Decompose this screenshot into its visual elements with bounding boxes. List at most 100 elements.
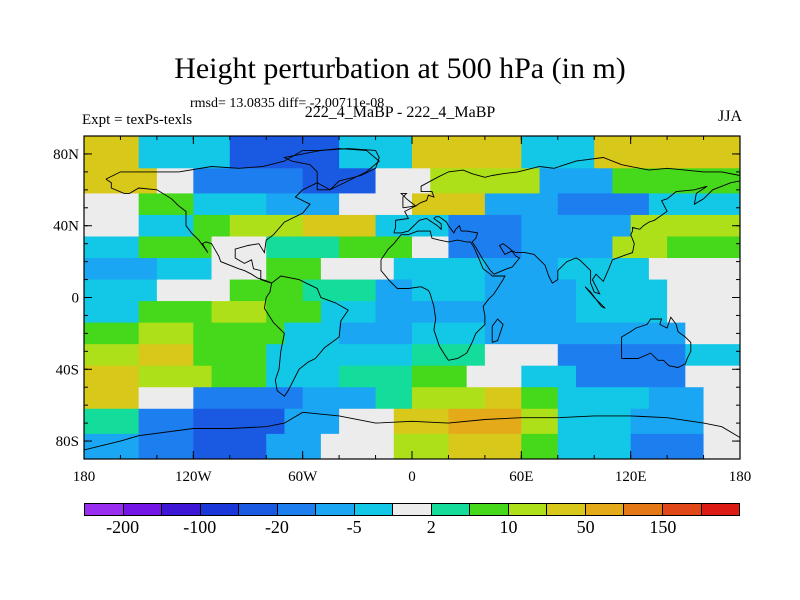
colorbar-swatch bbox=[662, 503, 702, 516]
field-cell bbox=[156, 258, 213, 281]
field-cell bbox=[156, 168, 194, 194]
field-cell bbox=[156, 279, 231, 302]
field-cell bbox=[521, 387, 559, 410]
colorbar-swatch bbox=[508, 503, 548, 516]
y-tick-label: 0 bbox=[72, 291, 80, 307]
y-tick-label: 40S bbox=[56, 362, 79, 378]
field-cell bbox=[448, 236, 522, 259]
field-cell bbox=[557, 387, 650, 410]
field-cell bbox=[375, 168, 431, 194]
field-cell bbox=[557, 258, 650, 281]
field-cell bbox=[612, 236, 668, 259]
colorbar-swatch bbox=[162, 503, 201, 516]
field-cell bbox=[84, 214, 140, 237]
field-cell bbox=[193, 214, 231, 237]
field-cell bbox=[138, 322, 194, 345]
colorbar-swatch bbox=[239, 503, 278, 516]
field-cell bbox=[84, 136, 140, 169]
colorbar-label: -100 bbox=[183, 517, 217, 537]
field-cell bbox=[466, 365, 522, 388]
field-cell bbox=[466, 301, 577, 324]
field-cell bbox=[266, 236, 340, 259]
field-cell bbox=[84, 279, 158, 302]
field-cell bbox=[594, 136, 740, 169]
x-tick-label: 0 bbox=[408, 469, 416, 485]
field-cell bbox=[266, 344, 340, 367]
field-cell bbox=[284, 408, 340, 435]
field-cell bbox=[211, 301, 267, 324]
x-tick-label: 120W bbox=[175, 469, 213, 485]
field-cell bbox=[138, 433, 194, 459]
colorbar-label: 150 bbox=[649, 517, 677, 537]
field-cell bbox=[302, 214, 377, 237]
field-cell bbox=[576, 279, 668, 302]
coastline bbox=[84, 411, 740, 459]
field-cell bbox=[412, 387, 486, 410]
colorbar-label: -5 bbox=[346, 517, 362, 537]
colorbar-label: 50 bbox=[576, 517, 595, 537]
field-cell bbox=[521, 408, 559, 435]
field-cell bbox=[484, 387, 522, 410]
field-cell bbox=[266, 258, 322, 281]
colorbar-swatch bbox=[200, 503, 240, 516]
coastlines bbox=[84, 148, 740, 459]
field-cell bbox=[412, 136, 522, 169]
field-cell bbox=[84, 365, 140, 388]
field-cell bbox=[302, 387, 377, 410]
colorbar-label: 10 bbox=[499, 517, 518, 537]
field-cell bbox=[375, 387, 413, 410]
field-cell bbox=[393, 433, 449, 459]
field-cell bbox=[84, 301, 140, 324]
field-cell bbox=[412, 365, 468, 388]
colorbar-swatch bbox=[701, 503, 741, 516]
field-cell bbox=[576, 365, 686, 388]
field-cell bbox=[393, 258, 486, 281]
field-cell bbox=[484, 258, 559, 281]
field-cell bbox=[138, 344, 194, 367]
field-cell bbox=[211, 236, 267, 259]
field-cell bbox=[138, 365, 213, 388]
colorbar-swatch bbox=[354, 503, 394, 516]
field-cell bbox=[448, 433, 522, 459]
x-tick-label: 60E bbox=[509, 469, 533, 485]
field-cell bbox=[412, 279, 486, 302]
field-cell bbox=[412, 322, 486, 345]
coastline bbox=[380, 230, 506, 361]
field-cell bbox=[375, 301, 468, 324]
field-cell bbox=[193, 408, 285, 435]
field-cell bbox=[375, 279, 413, 302]
colorbar-label: -200 bbox=[106, 517, 140, 537]
field-cell bbox=[703, 433, 740, 459]
field-cell bbox=[630, 214, 740, 237]
field-cell bbox=[138, 408, 194, 435]
field-cell bbox=[648, 387, 705, 410]
field-cell bbox=[266, 433, 322, 459]
coastline bbox=[283, 148, 380, 191]
field-cell bbox=[193, 168, 304, 194]
y-tick-label: 80S bbox=[56, 434, 79, 450]
field-cell bbox=[430, 168, 541, 194]
y-tick-label: 40N bbox=[53, 219, 79, 235]
coastline bbox=[584, 286, 606, 309]
field-cell bbox=[138, 301, 213, 324]
field-cell bbox=[339, 365, 413, 388]
field-cell bbox=[320, 301, 377, 324]
field-cell bbox=[320, 433, 395, 459]
field-cell bbox=[138, 387, 194, 410]
season-label: JJA bbox=[717, 108, 742, 125]
y-tick-label: 80N bbox=[53, 147, 79, 163]
field-cell bbox=[211, 365, 267, 388]
field-cell bbox=[667, 301, 740, 324]
field-cell bbox=[84, 168, 158, 194]
coastline bbox=[393, 157, 740, 295]
field-cell bbox=[521, 136, 595, 169]
field-cell bbox=[703, 387, 740, 410]
field-cell bbox=[667, 279, 740, 302]
field-cell bbox=[484, 279, 577, 302]
field-cell bbox=[484, 193, 559, 216]
field-cell bbox=[84, 258, 158, 281]
field-cell bbox=[193, 433, 267, 459]
field-cell bbox=[685, 322, 740, 345]
x-tick-label: 180 bbox=[73, 469, 96, 485]
